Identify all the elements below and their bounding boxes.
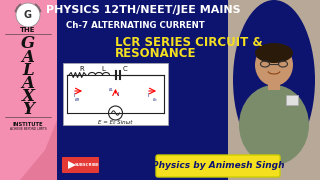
Text: THE: THE bbox=[20, 27, 36, 33]
Text: Ch-7 ALTERNATING CURRENT: Ch-7 ALTERNATING CURRENT bbox=[66, 21, 204, 30]
Ellipse shape bbox=[37, 6, 40, 9]
Bar bbox=[0, 0, 57, 180]
Bar bbox=[286, 95, 298, 105]
Text: A: A bbox=[21, 75, 35, 91]
Ellipse shape bbox=[15, 9, 17, 12]
FancyBboxPatch shape bbox=[156, 155, 280, 177]
Ellipse shape bbox=[239, 85, 309, 165]
Ellipse shape bbox=[16, 6, 19, 9]
Text: G: G bbox=[21, 35, 35, 51]
FancyBboxPatch shape bbox=[63, 63, 168, 125]
Ellipse shape bbox=[233, 0, 315, 160]
Text: I: I bbox=[117, 91, 119, 96]
Text: $\varepsilon_R$: $\varepsilon_R$ bbox=[74, 96, 81, 104]
Text: Y: Y bbox=[22, 100, 34, 118]
Text: L: L bbox=[22, 62, 34, 78]
Text: ACHIEVE BEYOND LIMITS: ACHIEVE BEYOND LIMITS bbox=[10, 127, 46, 131]
Text: PHYSICS 12TH/NEET/JEE MAINS: PHYSICS 12TH/NEET/JEE MAINS bbox=[46, 5, 240, 15]
Bar bbox=[228, 0, 320, 180]
Text: R: R bbox=[80, 66, 84, 72]
Text: I: I bbox=[147, 93, 148, 98]
Text: I: I bbox=[74, 93, 76, 98]
Text: RESONANCE: RESONANCE bbox=[115, 46, 196, 60]
Text: X: X bbox=[21, 87, 35, 105]
Text: $\varepsilon_c$: $\varepsilon_c$ bbox=[152, 96, 158, 104]
Text: A: A bbox=[21, 48, 35, 66]
Text: $\varepsilon_L$: $\varepsilon_L$ bbox=[108, 86, 114, 94]
Polygon shape bbox=[68, 161, 76, 169]
Ellipse shape bbox=[35, 4, 38, 6]
Text: L: L bbox=[101, 66, 105, 72]
Ellipse shape bbox=[255, 43, 293, 63]
Ellipse shape bbox=[39, 9, 41, 12]
Bar bbox=[228, 0, 320, 180]
Circle shape bbox=[16, 3, 40, 27]
Text: LCR SERIES CIRCUIT &: LCR SERIES CIRCUIT & bbox=[115, 35, 263, 48]
Text: C: C bbox=[123, 66, 127, 72]
FancyBboxPatch shape bbox=[62, 157, 99, 173]
Text: SUBSCRIBE: SUBSCRIBE bbox=[75, 163, 99, 167]
Polygon shape bbox=[0, 120, 57, 180]
Bar bbox=[57, 0, 228, 180]
Ellipse shape bbox=[255, 44, 293, 86]
Text: G: G bbox=[24, 10, 32, 19]
Text: INSTITUTE: INSTITUTE bbox=[13, 122, 43, 127]
Ellipse shape bbox=[18, 4, 21, 6]
Bar bbox=[268, 75, 280, 90]
Text: Physics by Animesh Singh: Physics by Animesh Singh bbox=[152, 161, 284, 170]
Text: E = E₀ Sinωt: E = E₀ Sinωt bbox=[98, 120, 133, 125]
